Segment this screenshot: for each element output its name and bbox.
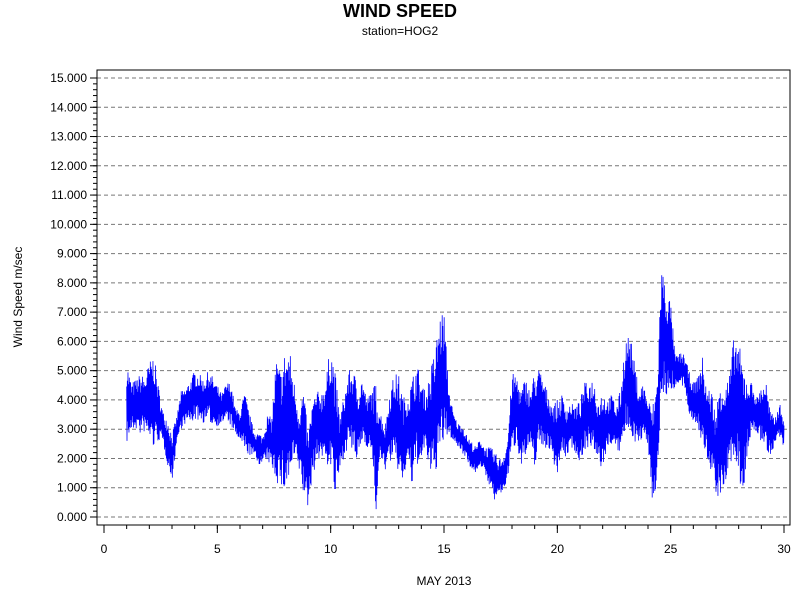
- y-tick-label: 0.000: [57, 510, 87, 524]
- series-wind-speed: [126, 275, 785, 510]
- chart-title: WIND SPEED: [342, 1, 457, 21]
- plot-area-frame: [96, 69, 791, 526]
- y-tick-label: 3.000: [57, 422, 87, 436]
- y-tick-label: 11.000: [51, 188, 87, 202]
- x-tick-label: 20: [551, 542, 565, 556]
- y-tick-label: 14.000: [50, 100, 87, 114]
- series-line: [126, 275, 785, 510]
- grid-lines: [97, 77, 790, 518]
- x-axis-label: MAY 2013: [417, 574, 472, 588]
- y-tick-label: 1.000: [57, 481, 87, 495]
- y-tick-label: 6.000: [57, 334, 87, 348]
- y-tick-label: 9.000: [57, 247, 87, 261]
- y-tick-label: 5.000: [57, 364, 87, 378]
- y-tick-label: 7.000: [57, 305, 87, 319]
- x-tick-label: 25: [664, 542, 678, 556]
- y-tick-label: 13.000: [50, 130, 87, 144]
- y-tick-label: 10.000: [50, 217, 87, 231]
- x-tick-label: 30: [777, 542, 791, 556]
- y-tick-label: 8.000: [57, 276, 87, 290]
- chart-subtitle: station=HOG2: [361, 24, 439, 38]
- y-tick-label: 12.000: [50, 159, 87, 173]
- x-tick-label: 10: [324, 542, 338, 556]
- y-axis-label: Wind Speed m/sec: [11, 247, 25, 348]
- y-axis: 0.000 1.000 2.000 3.000 4.000 5.000 6.000 7.000…: [50, 71, 97, 524]
- y-tick-label: 4.000: [57, 393, 87, 407]
- x-tick-label: 0: [101, 542, 108, 556]
- x-axis: 0 5 10 15 20 25 30: [101, 525, 791, 556]
- y-tick-label: 15.000: [50, 71, 87, 85]
- x-tick-label: 5: [214, 542, 221, 556]
- y-tick-label: 2.000: [57, 451, 87, 465]
- x-tick-label: 15: [437, 542, 451, 556]
